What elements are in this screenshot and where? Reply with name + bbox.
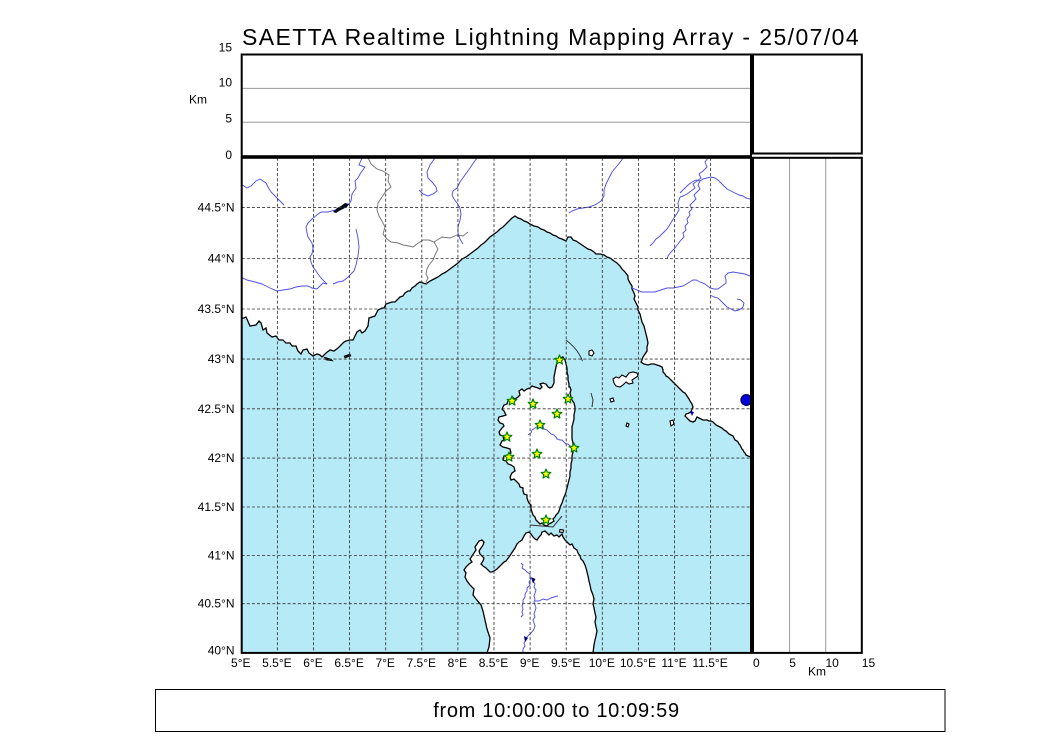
svg-text:0: 0: [225, 148, 232, 162]
svg-text:44.5°N: 44.5°N: [198, 201, 235, 215]
svg-text:5.5°E: 5.5°E: [262, 656, 291, 670]
svg-text:Km: Km: [808, 665, 826, 679]
svg-text:10: 10: [219, 76, 233, 90]
svg-text:8.5°E: 8.5°E: [479, 656, 508, 670]
svg-text:9°E: 9°E: [520, 656, 539, 670]
svg-text:10°E: 10°E: [589, 656, 615, 670]
svg-text:42.5°N: 42.5°N: [198, 402, 235, 416]
svg-text:15: 15: [862, 656, 876, 670]
svg-text:5: 5: [789, 656, 796, 670]
svg-text:10: 10: [826, 656, 840, 670]
svg-text:40°N: 40°N: [208, 644, 235, 658]
svg-text:5°E: 5°E: [231, 656, 250, 670]
svg-text:10.5°E: 10.5°E: [620, 656, 656, 670]
svg-text:43°N: 43°N: [208, 352, 235, 366]
svg-text:7.5°E: 7.5°E: [407, 656, 436, 670]
svg-text:42°N: 42°N: [208, 451, 235, 465]
svg-text:15: 15: [219, 41, 233, 55]
svg-text:44°N: 44°N: [208, 252, 235, 266]
svg-text:from 10:00:00 to 10:09:59: from 10:00:00 to 10:09:59: [433, 700, 680, 722]
svg-text:41.5°N: 41.5°N: [198, 500, 235, 514]
svg-text:SAETTA Realtime Lightning Mapp: SAETTA Realtime Lightning Mapping Array …: [242, 24, 860, 50]
svg-text:Km: Km: [189, 93, 207, 107]
svg-text:6°E: 6°E: [303, 656, 322, 670]
svg-text:8°E: 8°E: [448, 656, 467, 670]
svg-text:5: 5: [225, 112, 232, 126]
svg-text:43.5°N: 43.5°N: [198, 302, 235, 316]
svg-text:9.5°E: 9.5°E: [551, 656, 580, 670]
svg-text:0: 0: [753, 656, 760, 670]
svg-text:11°E: 11°E: [661, 656, 686, 670]
svg-text:41°N: 41°N: [208, 549, 235, 563]
svg-text:7°E: 7°E: [375, 656, 394, 670]
svg-text:6.5°E: 6.5°E: [334, 656, 363, 670]
svg-text:40.5°N: 40.5°N: [198, 597, 235, 611]
svg-text:11.5°E: 11.5°E: [692, 656, 727, 670]
